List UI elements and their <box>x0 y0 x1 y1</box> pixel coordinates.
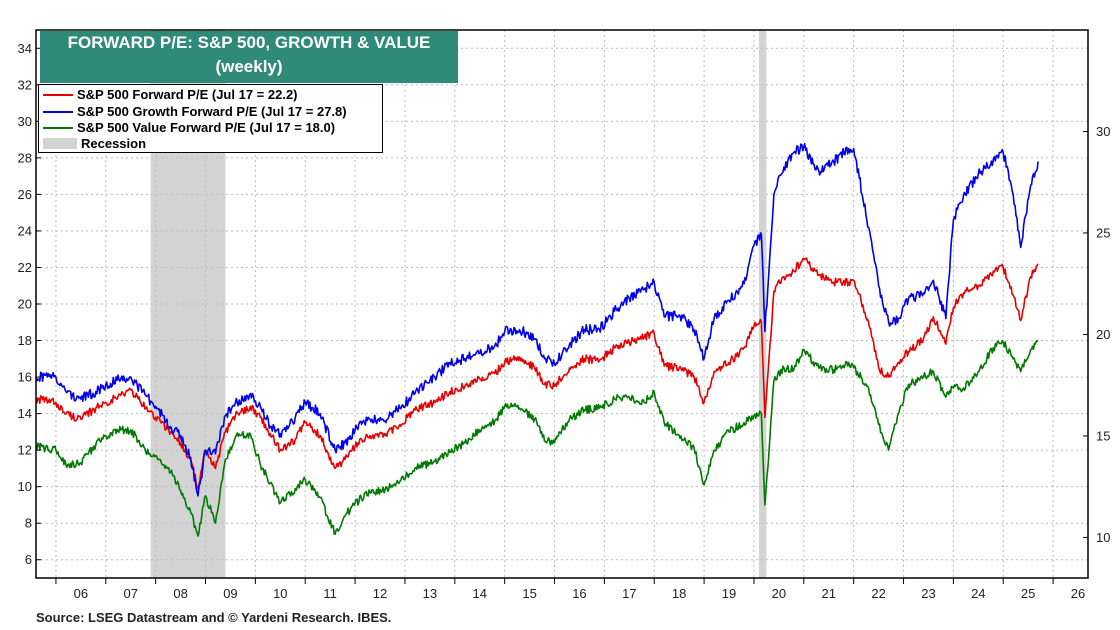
left-tick-label: 10 <box>18 479 32 494</box>
series-line-1 <box>35 142 1039 497</box>
left-tick-label: 16 <box>18 370 32 385</box>
x-tick-label: 14 <box>473 586 487 601</box>
left-tick-label: 12 <box>18 443 32 458</box>
right-tick-label: 10 <box>1096 530 1110 545</box>
left-tick-label: 24 <box>18 223 32 238</box>
x-tick-label: 10 <box>273 586 287 601</box>
x-tick-label: 08 <box>173 586 187 601</box>
x-tick-label: 26 <box>1071 586 1085 601</box>
chart-title-box: FORWARD P/E: S&P 500, GROWTH & VALUE (we… <box>40 31 458 83</box>
x-tick-label: 22 <box>871 586 885 601</box>
legend-swatch-growth <box>43 110 73 113</box>
series-lines <box>35 142 1039 537</box>
right-tick-label: 30 <box>1096 124 1110 139</box>
chart-title: FORWARD P/E: S&P 500, GROWTH & VALUE <box>67 33 431 52</box>
left-tick-label: 8 <box>25 516 32 531</box>
x-tick-label: 18 <box>672 586 686 601</box>
x-tick-label: 17 <box>622 586 636 601</box>
legend-swatch-value <box>43 126 73 129</box>
right-tick-label: 25 <box>1096 225 1110 240</box>
grid-lines <box>36 30 1088 578</box>
x-tick-label: 20 <box>772 586 786 601</box>
x-tick-label: 25 <box>1021 586 1035 601</box>
legend-swatch-recession <box>43 138 77 149</box>
left-tick-label: 34 <box>18 41 32 56</box>
x-tick-label: 07 <box>123 586 137 601</box>
x-tick-label: 12 <box>373 586 387 601</box>
right-tick-label: 20 <box>1096 327 1110 342</box>
legend-item-sp500: S&P 500 Forward P/E (Jul 17 = 22.2) <box>43 86 298 103</box>
x-tick-label: 06 <box>74 586 88 601</box>
right-y-axis: 10 15 20 25 30 <box>1083 124 1110 545</box>
series-line-2 <box>35 339 1039 537</box>
x-tick-label: 23 <box>921 586 935 601</box>
x-tick-label: 21 <box>822 586 836 601</box>
left-tick-label: 6 <box>25 552 32 567</box>
legend-item-recession: Recession <box>43 135 146 152</box>
legend-label-recession: Recession <box>81 136 147 151</box>
x-tick-label: 13 <box>423 586 437 601</box>
x-tick-label: 11 <box>323 586 337 601</box>
x-tick-label: 15 <box>522 586 536 601</box>
legend-item-value: S&P 500 Value Forward P/E (Jul 17 = 18.0… <box>43 119 335 136</box>
left-tick-label: 14 <box>18 406 32 421</box>
left-tick-label: 26 <box>18 187 32 202</box>
legend-swatch-sp500 <box>43 93 73 96</box>
left-tick-label: 22 <box>18 260 32 275</box>
right-tick-label: 15 <box>1096 428 1110 443</box>
x-tick-label: 09 <box>223 586 237 601</box>
source-note: Source: LSEG Datastream and © Yardeni Re… <box>36 610 392 625</box>
chart-subtitle: (weekly) <box>215 57 283 76</box>
left-tick-label: 28 <box>18 150 32 165</box>
legend-item-growth: S&P 500 Growth Forward P/E (Jul 17 = 27.… <box>43 103 347 120</box>
left-tick-label: 30 <box>18 114 32 129</box>
x-tick-label: 19 <box>722 586 736 601</box>
x-tick-label: 24 <box>971 586 985 601</box>
legend-label-sp500: S&P 500 Forward P/E (Jul 17 = 22.2) <box>77 87 298 102</box>
left-y-axis: 6 8 10 12 14 16 18 20 22 24 26 28 30 32 34 <box>18 41 41 567</box>
left-tick-label: 20 <box>18 297 32 312</box>
x-tick-label: 16 <box>572 586 586 601</box>
left-tick-label: 32 <box>18 77 32 92</box>
legend: S&P 500 Forward P/E (Jul 17 = 22.2) S&P … <box>38 84 383 153</box>
left-tick-label: 18 <box>18 333 32 348</box>
legend-label-growth: S&P 500 Growth Forward P/E (Jul 17 = 27.… <box>77 104 347 119</box>
legend-label-value: S&P 500 Value Forward P/E (Jul 17 = 18.0… <box>77 120 336 135</box>
x-axis: 06 07 08 09 10 11 12 13 14 15 16 17 18 19 20 21 22 23 24 25… <box>55 578 1085 601</box>
